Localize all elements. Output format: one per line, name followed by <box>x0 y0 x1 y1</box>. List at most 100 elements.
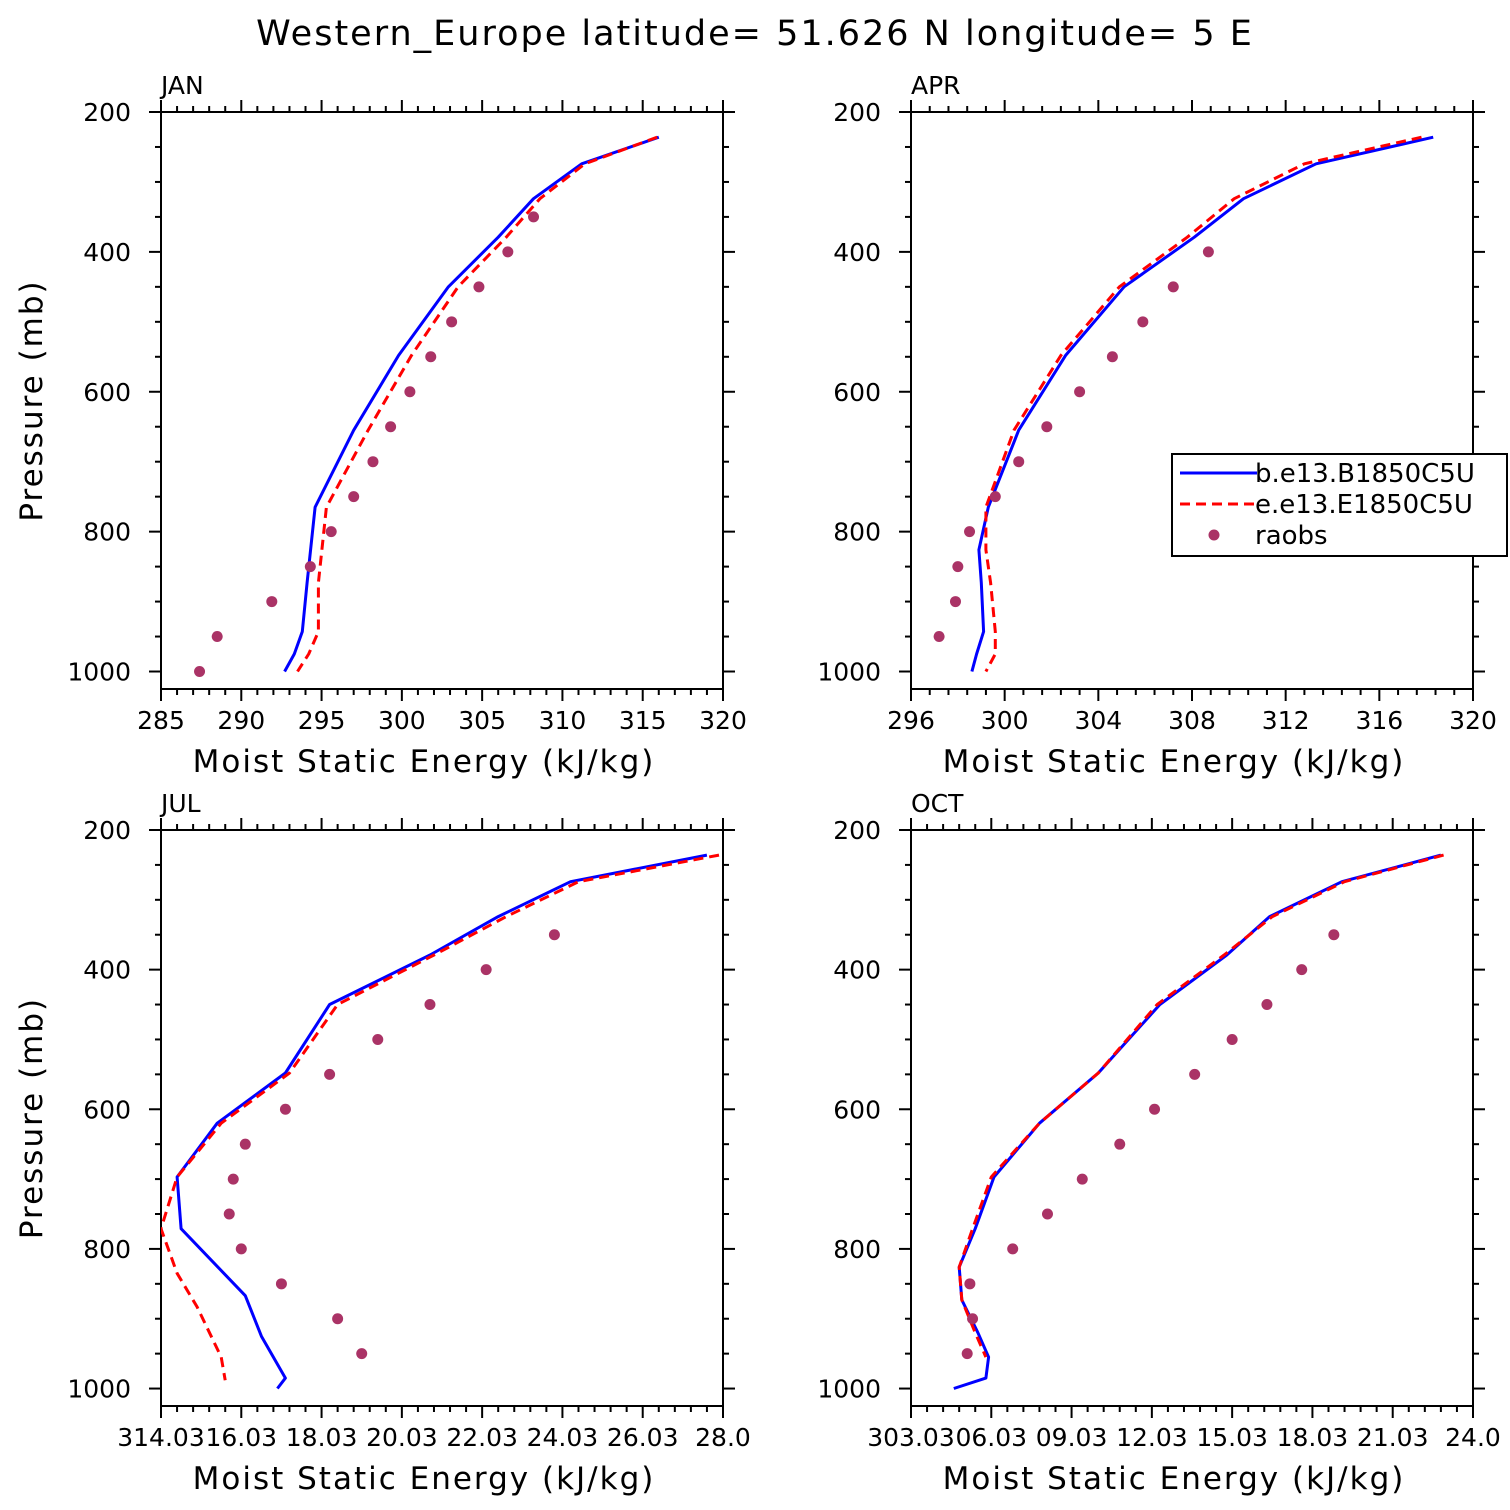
x-tick-label: 18.03 <box>1277 1423 1349 1452</box>
legend-box <box>1171 453 1508 557</box>
x-axis-label: Moist Static Energy (kJ/kg) <box>943 1461 1406 1497</box>
y-tick-label: 200 <box>83 816 131 845</box>
raobs-point <box>1074 386 1086 398</box>
series-line-b-e13 <box>283 135 660 673</box>
raobs-point <box>964 1278 976 1290</box>
y-tick-label: 200 <box>833 816 881 845</box>
raobs-point <box>325 526 337 538</box>
x-tick-label: 21.03 <box>1357 1423 1429 1452</box>
x-tick-label: 310 <box>539 706 587 735</box>
raobs-point <box>348 491 360 503</box>
raobs-point <box>1137 316 1149 328</box>
raobs-point <box>961 1348 973 1360</box>
x-tick-label: 300 <box>981 706 1029 735</box>
raobs-point <box>404 386 416 398</box>
x-tick-label: 295 <box>298 706 346 735</box>
x-tick-label: 26.03 <box>607 1423 679 1452</box>
y-tick-label: 800 <box>83 518 131 547</box>
plot-frame <box>160 111 724 690</box>
series-line-b-e13 <box>175 853 708 1390</box>
x-tick-label: 18.03 <box>286 1423 358 1452</box>
series-line-b-e13 <box>953 853 1442 1390</box>
raobs-point <box>1106 351 1118 363</box>
panel-jan: JAN 285 290 295 300 305 310 315 320 200 400 600 800 1… <box>14 71 747 780</box>
x-tick-label: 316 <box>1355 706 1403 735</box>
x-tick-label: 06.03 <box>955 1423 1027 1452</box>
raobs-point <box>1149 1103 1161 1115</box>
x-tick-label: 300 <box>378 706 426 735</box>
raobs-point <box>933 631 945 643</box>
y-tick-label: 1000 <box>67 658 131 687</box>
raobs-point <box>356 1348 368 1360</box>
raobs-point <box>425 351 437 363</box>
x-tick-label: 304 <box>1074 706 1122 735</box>
panel-label: JAN <box>159 71 204 100</box>
y-tick-label: 800 <box>833 1235 881 1264</box>
raobs-point <box>480 964 492 976</box>
raobs-point <box>324 1068 336 1080</box>
legend-label: raobs <box>1255 521 1328 551</box>
raobs-point <box>279 1103 291 1115</box>
x-tick-label: 312 <box>1262 706 1310 735</box>
raobs-point <box>211 631 223 643</box>
raobs-point <box>1167 281 1179 293</box>
x-tick-label: 285 <box>137 706 185 735</box>
y-tick-label: 200 <box>83 98 131 127</box>
raobs-point <box>194 666 206 678</box>
x-tick-label: 22.03 <box>446 1423 518 1452</box>
raobs-point <box>235 1243 247 1255</box>
x-tick-label: 308 <box>1168 706 1216 735</box>
series-line-e-e13 <box>984 135 1422 673</box>
x-tick-label: 24.03 <box>527 1423 599 1452</box>
y-tick-label: 1000 <box>817 658 881 687</box>
x-tick-label: 20.03 <box>366 1423 438 1452</box>
plot-frame <box>910 829 1474 1407</box>
x-tick-label: 314.03 <box>117 1423 204 1452</box>
raobs-point <box>1041 1208 1053 1220</box>
x-tick-label: 12.03 <box>1116 1423 1188 1452</box>
raobs-point <box>1226 1033 1238 1045</box>
raobs-point <box>528 211 540 223</box>
x-axis-label: Moist Static Energy (kJ/kg) <box>193 744 656 780</box>
raobs-point <box>223 1208 235 1220</box>
y-tick-label: 600 <box>833 378 881 407</box>
raobs-point <box>304 561 316 573</box>
y-tick-label: 400 <box>83 956 131 985</box>
raobs-point <box>1202 246 1214 258</box>
raobs-point <box>1013 456 1025 468</box>
panel-apr: APR 296 300 304 308 312 316 320 200 400 600 800 1000… <box>817 71 1496 780</box>
y-tick-label: 600 <box>833 1095 881 1124</box>
series-line-e-e13 <box>296 135 658 673</box>
raobs-point <box>1328 929 1340 941</box>
x-tick-label: 290 <box>217 706 265 735</box>
y-axis-label: Pressure (mb) <box>14 279 50 521</box>
raobs-point <box>367 456 379 468</box>
y-tick-label: 600 <box>83 378 131 407</box>
series-line-e-e13 <box>161 853 720 1381</box>
raobs-point <box>266 596 278 608</box>
legend-label: b.e13.B1850C5U <box>1255 459 1475 489</box>
legend-label: e.e13.E1850C5U <box>1255 490 1473 520</box>
x-tick-label: 09.03 <box>1036 1423 1108 1452</box>
y-tick-label: 200 <box>833 98 881 127</box>
raobs-point <box>1041 421 1053 433</box>
series-line-e-e13 <box>957 853 1444 1358</box>
x-tick-label: 303.03 <box>867 1423 954 1452</box>
raobs-point <box>967 1313 979 1325</box>
y-tick-label: 400 <box>833 956 881 985</box>
raobs-point <box>1261 999 1273 1011</box>
raobs-point <box>473 281 485 293</box>
y-tick-label: 1000 <box>67 1375 131 1404</box>
raobs-point <box>502 246 514 258</box>
raobs-point <box>275 1278 287 1290</box>
raobs-point <box>332 1313 344 1325</box>
panel-label: JUL <box>159 789 201 818</box>
y-axis-label: Pressure (mb) <box>14 997 50 1239</box>
x-tick-label: 305 <box>458 706 506 735</box>
y-tick-label: 600 <box>83 1095 131 1124</box>
x-tick-label: 28.0 <box>695 1423 751 1452</box>
raobs-point <box>1114 1138 1126 1150</box>
raobs-point <box>446 316 458 328</box>
